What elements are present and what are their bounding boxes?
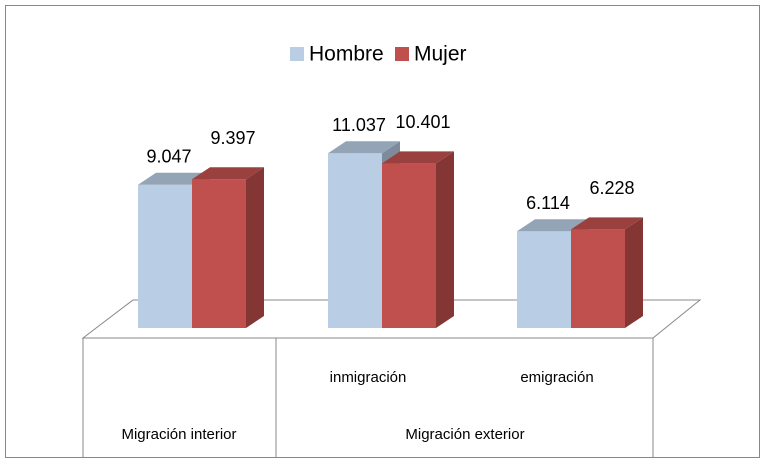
bar-side (625, 217, 643, 328)
bar-top (328, 141, 400, 154)
bar-side (246, 167, 264, 328)
bar-top (571, 217, 643, 230)
bar-front (192, 179, 246, 328)
legend-swatch (290, 47, 304, 61)
data-label: 11.037 (332, 115, 386, 135)
bar (192, 167, 264, 328)
data-label: 9.397 (210, 128, 255, 148)
bar-top (192, 167, 264, 180)
bar-front (571, 229, 625, 328)
bar-front (138, 184, 192, 328)
x-tick-label: emigración (520, 369, 593, 386)
legend-label: Mujer (414, 43, 467, 66)
legend-label: Hombre (309, 43, 384, 66)
bar-front (382, 163, 436, 328)
x-tick-label: inmigración (330, 369, 407, 386)
group-label: Migración exterior (405, 426, 524, 443)
bar-top (382, 151, 454, 164)
data-label: 6.228 (589, 178, 634, 198)
bar (382, 151, 454, 328)
group-label: Migración interior (121, 426, 236, 443)
legend-swatch (395, 47, 409, 61)
bar (571, 217, 643, 328)
data-label: 10.401 (395, 112, 450, 132)
bar-side (436, 151, 454, 328)
bar-front (517, 231, 571, 328)
data-label: 6.114 (526, 193, 570, 213)
data-label: 9.047 (146, 147, 191, 167)
bar-front (328, 153, 382, 328)
bar-top (517, 219, 589, 232)
